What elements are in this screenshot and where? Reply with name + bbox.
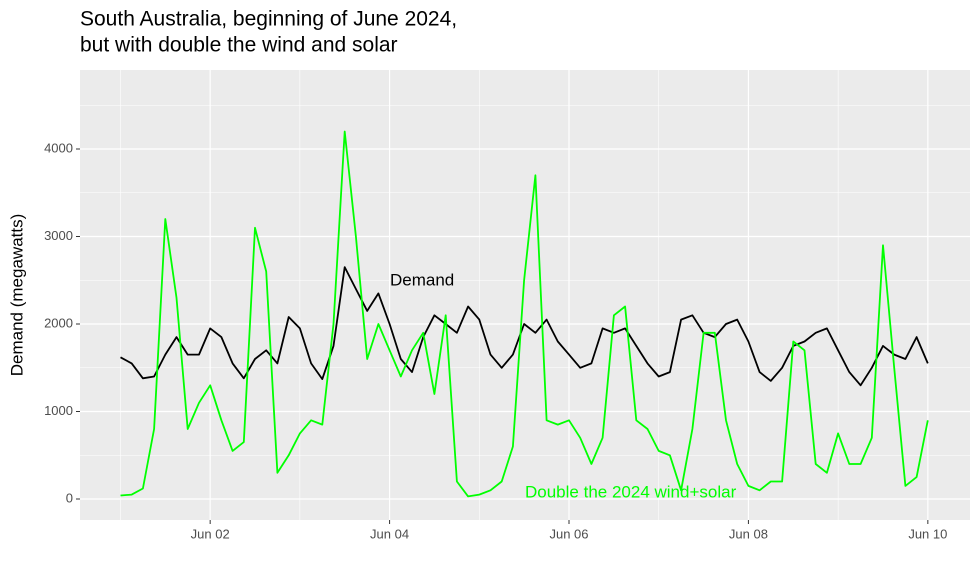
x-tick-label: Jun 02 xyxy=(191,526,230,541)
x-tick-label: Jun 10 xyxy=(908,526,947,541)
panel-background xyxy=(80,70,970,520)
annotation: Demand xyxy=(390,270,454,289)
y-tick-label: 1000 xyxy=(44,403,73,418)
annotation: Double the 2024 wind+solar xyxy=(525,482,737,501)
y-tick-label: 4000 xyxy=(44,140,73,155)
x-tick-label: Jun 06 xyxy=(549,526,588,541)
y-tick-label: 0 xyxy=(66,490,73,505)
y-tick-label: 2000 xyxy=(44,315,73,330)
chart-title: but with double the wind and solar xyxy=(80,34,398,57)
y-tick-label: 3000 xyxy=(44,228,73,243)
chart-title: South Australia, beginning of June 2024, xyxy=(80,8,457,31)
x-tick-label: Jun 04 xyxy=(370,526,409,541)
x-tick-label: Jun 08 xyxy=(729,526,768,541)
data-line xyxy=(120,130,929,498)
y-axis-label: Demand (megawatts) xyxy=(7,214,26,377)
